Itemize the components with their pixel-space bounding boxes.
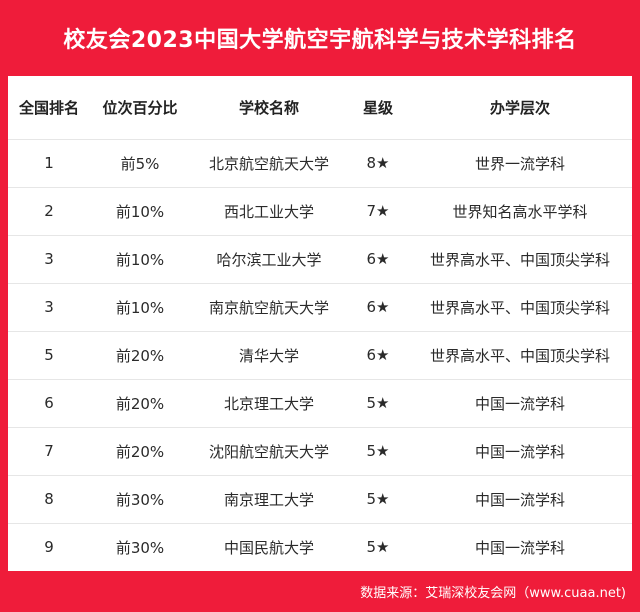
cell-percentile: 前10%: [90, 186, 190, 235]
cell-school: 西北工业大学: [190, 186, 348, 235]
table-row: 1 前5% 北京航空航天大学 8★ 世界一流学科: [8, 138, 632, 187]
cell-school: 南京航空航天大学: [190, 282, 348, 331]
cell-percentile: 前30%: [90, 474, 190, 523]
table-row: 8 前30% 南京理工大学 5★ 中国一流学科: [8, 474, 632, 523]
header-percentile: 位次百分比: [90, 76, 190, 139]
page-title: 校友会2023中国大学航空宇航科学与技术学科排名: [63, 28, 577, 53]
cell-level: 世界高水平、中国顶尖学科: [408, 234, 632, 283]
cell-school: 北京航空航天大学: [190, 138, 348, 187]
cell-school: 南京理工大学: [190, 474, 348, 523]
cell-percentile: 前20%: [90, 426, 190, 475]
table-row: 5 前20% 清华大学 6★ 世界高水平、中国顶尖学科: [8, 330, 632, 379]
cell-percentile: 前20%: [90, 378, 190, 427]
header-level: 办学层次: [408, 76, 632, 139]
cell-school: 北京理工大学: [190, 378, 348, 427]
cell-stars: 7★: [348, 186, 408, 235]
cell-stars: 6★: [348, 234, 408, 283]
cell-rank: 3: [8, 234, 90, 283]
cell-stars: 6★: [348, 330, 408, 379]
cell-school: 清华大学: [190, 330, 348, 379]
cell-percentile: 前20%: [90, 330, 190, 379]
data-source-note: 数据来源：艾瑞深校友会网（www.cuaa.net): [360, 586, 626, 601]
cell-rank: 2: [8, 186, 90, 235]
cell-school: 哈尔滨工业大学: [190, 234, 348, 283]
table-row: 6 前20% 北京理工大学 5★ 中国一流学科: [8, 378, 632, 427]
cell-rank: 3: [8, 282, 90, 331]
table-row: 2 前10% 西北工业大学 7★ 世界知名高水平学科: [8, 186, 632, 235]
cell-rank: 6: [8, 378, 90, 427]
header-rank: 全国排名: [8, 76, 90, 139]
cell-rank: 8: [8, 474, 90, 523]
cell-stars: 6★: [348, 282, 408, 331]
header-stars: 星级: [348, 76, 408, 139]
cell-percentile: 前10%: [90, 282, 190, 331]
cell-rank: 5: [8, 330, 90, 379]
table-row: 7 前20% 沈阳航空航天大学 5★ 中国一流学科: [8, 426, 632, 475]
table-row: 3 前10% 南京航空航天大学 6★ 世界高水平、中国顶尖学科: [8, 282, 632, 331]
cell-level: 中国一流学科: [408, 426, 632, 475]
cell-stars: 5★: [348, 522, 408, 571]
cell-level: 世界一流学科: [408, 138, 632, 187]
cell-stars: 8★: [348, 138, 408, 187]
cell-stars: 5★: [348, 378, 408, 427]
cell-stars: 5★: [348, 474, 408, 523]
cell-school: 沈阳航空航天大学: [190, 426, 348, 475]
cell-level: 世界知名高水平学科: [408, 186, 632, 235]
cell-rank: 9: [8, 522, 90, 571]
table-header: 全国排名 位次百分比 学校名称 星级 办学层次: [8, 76, 632, 139]
ranking-table: 全国排名 位次百分比 学校名称 星级 办学层次 1 前5% 北京航空航天大学 8…: [8, 76, 632, 571]
cell-school: 中国民航大学: [190, 522, 348, 571]
cell-level: 世界高水平、中国顶尖学科: [408, 330, 632, 379]
ranking-table-panel: 全国排名 位次百分比 学校名称 星级 办学层次 1 前5% 北京航空航天大学 8…: [8, 76, 632, 571]
header-school: 学校名称: [190, 76, 348, 139]
table-body: 1 前5% 北京航空航天大学 8★ 世界一流学科 2 前10% 西北工业大学 7…: [8, 138, 632, 571]
header-row: 全国排名 位次百分比 学校名称 星级 办学层次: [8, 76, 632, 139]
cell-level: 中国一流学科: [408, 522, 632, 571]
cell-percentile: 前5%: [90, 138, 190, 187]
cell-rank: 7: [8, 426, 90, 475]
table-row: 3 前10% 哈尔滨工业大学 6★ 世界高水平、中国顶尖学科: [8, 234, 632, 283]
cell-percentile: 前30%: [90, 522, 190, 571]
cell-rank: 1: [8, 138, 90, 187]
cell-level: 中国一流学科: [408, 378, 632, 427]
table-row: 9 前30% 中国民航大学 5★ 中国一流学科: [8, 522, 632, 571]
cell-level: 中国一流学科: [408, 474, 632, 523]
cell-percentile: 前10%: [90, 234, 190, 283]
cell-level: 世界高水平、中国顶尖学科: [408, 282, 632, 331]
cell-stars: 5★: [348, 426, 408, 475]
